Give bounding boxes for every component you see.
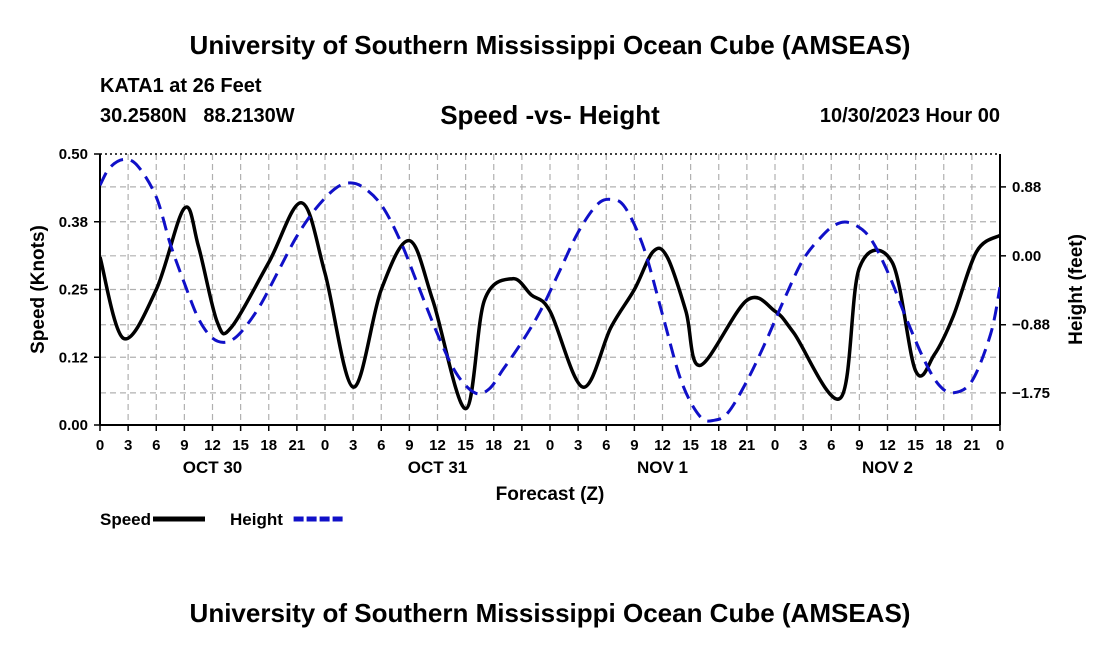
x-tick-label: 18 [260, 437, 277, 454]
x-tick-label: 12 [204, 437, 221, 454]
y-tick-label-right: 0.88 [1012, 179, 1041, 196]
y-tick-label-left: 0.00 [59, 417, 88, 434]
station-coordinates: 30.2580N 88.2130W [100, 105, 295, 127]
x-tick-label: 18 [485, 437, 502, 454]
x-tick-label: 0 [96, 437, 104, 454]
x-tick-label: 0 [771, 437, 779, 454]
station-label: KATA1 at 26 Feet [100, 75, 262, 97]
x-tick-label: 0 [321, 437, 329, 454]
series-lines [100, 157, 1000, 423]
x-axis-title: Forecast (Z) [496, 484, 605, 505]
y-tick-label-right: −0.88 [1012, 317, 1050, 334]
y-tick-label-left: 0.50 [59, 146, 88, 163]
x-tick-label: 9 [405, 437, 413, 454]
x-tick-label: 21 [739, 437, 756, 454]
x-tick-label: 0 [546, 437, 554, 454]
legend-label-height: Height [230, 510, 283, 529]
y-tick-label-left: 0.12 [59, 349, 88, 366]
forecast-datetime: 10/30/2023 Hour 00 [819, 105, 1000, 127]
x-tick-label: 15 [682, 437, 699, 454]
x-tick-label: 3 [349, 437, 357, 454]
x-tick-label: 3 [124, 437, 132, 454]
day-label: OCT 30 [183, 458, 243, 477]
x-tick-label: 9 [630, 437, 638, 454]
y-tick-label-left: 0.25 [59, 282, 88, 299]
x-tick-label: 3 [799, 437, 807, 454]
series-line-height [100, 157, 1000, 423]
x-tick-label: 15 [232, 437, 249, 454]
axis-labels: 0 3 6 9 12 15 18 21 0 3 6 9 12 15 18 21 0 3 6 9 12 15 18 21 0 3 6 9… [28, 146, 1087, 505]
x-tick-label: 6 [152, 437, 160, 454]
x-tick-label: 21 [514, 437, 531, 454]
legend-label-speed: Speed [100, 510, 151, 529]
series-line-speed [100, 201, 1000, 411]
day-label: NOV 2 [862, 458, 913, 477]
chart-subtitle: Speed -vs- Height [440, 100, 660, 130]
x-tick-label: 21 [289, 437, 306, 454]
y-tick-label-right: 0.00 [1012, 248, 1041, 265]
y-axis-title-left: Speed (Knots) [28, 225, 49, 354]
footer-title: University of Southern Mississippi Ocean… [189, 598, 911, 628]
legend: Speed Height [100, 510, 346, 529]
x-tick-label: 9 [855, 437, 863, 454]
day-label: NOV 1 [637, 458, 688, 477]
y-tick-label-right: −1.75 [1012, 385, 1050, 402]
x-tick-label: 18 [935, 437, 952, 454]
x-tick-label: 6 [827, 437, 835, 454]
day-label: OCT 31 [408, 458, 468, 477]
x-tick-label: 9 [180, 437, 188, 454]
chart-title: University of Southern Mississippi Ocean… [189, 30, 911, 60]
x-tick-label: 12 [879, 437, 896, 454]
x-tick-label: 6 [602, 437, 610, 454]
x-tick-label: 3 [574, 437, 582, 454]
x-tick-label: 21 [964, 437, 981, 454]
y-axis-title-right: Height (feet) [1066, 234, 1087, 345]
x-tick-label: 15 [907, 437, 924, 454]
x-tick-label: 15 [457, 437, 474, 454]
x-tick-label: 18 [710, 437, 727, 454]
x-tick-label: 12 [429, 437, 446, 454]
x-tick-label: 6 [377, 437, 385, 454]
x-tick-label: 12 [654, 437, 671, 454]
y-tick-label-left: 0.38 [59, 214, 88, 231]
x-tick-label: 0 [996, 437, 1004, 454]
